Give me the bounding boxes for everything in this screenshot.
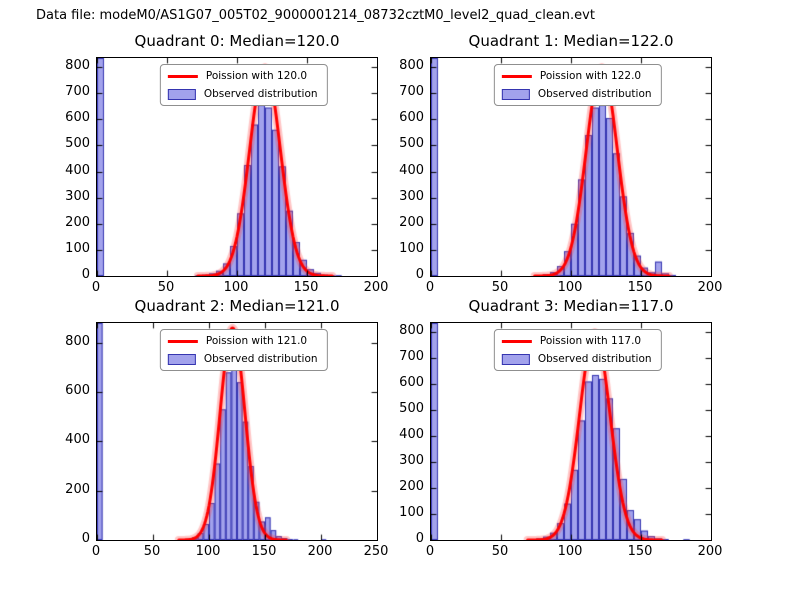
y-tick-label: 600 (65, 383, 90, 399)
subplot-title: Quadrant 0: Median=120.0 (134, 32, 340, 50)
y-tick-label: 300 (399, 453, 424, 469)
poisson-line-swatch (167, 339, 198, 343)
y-tick-label: 700 (399, 349, 424, 365)
x-tick-label: 100 (557, 280, 583, 295)
poisson-line-swatch (501, 339, 532, 343)
y-tick-label: 700 (65, 84, 90, 100)
legend-entry-observed: Observed distribution (501, 88, 652, 100)
legend-label-poisson: Poission with 122.0 (539, 70, 642, 82)
x-tick-label: 0 (91, 280, 101, 295)
y-tick-label: 0 (415, 531, 424, 546)
subplot-quadrant-2: Quadrant 2: Median=121.0 Poission with 1… (65, 297, 388, 559)
figure-title: Data file: modeM0/AS1G07_005T02_90000012… (36, 8, 595, 23)
x-tick-label: 200 (697, 280, 723, 295)
legend: Poission with 122.0 Observed distributio… (493, 64, 662, 106)
subplot-quadrant-1: Quadrant 1: Median=122.0 Poission with 1… (399, 32, 722, 295)
subplot-quadrant-3: Quadrant 3: Median=117.0 Poission with 1… (399, 297, 722, 559)
legend: Poission with 121.0 Observed distributio… (159, 329, 328, 371)
subplot-title: Quadrant 1: Median=122.0 (468, 32, 674, 50)
y-tick-label: 400 (399, 427, 424, 443)
subplot-title: Quadrant 2: Median=121.0 (134, 297, 340, 315)
y-tick-label: 200 (399, 214, 424, 230)
y-tick-label: 200 (399, 479, 424, 495)
observed-patch-swatch (501, 88, 530, 100)
x-tick-label: 150 (251, 544, 277, 559)
legend: Poission with 117.0 Observed distributio… (493, 329, 662, 371)
y-tick-label: 800 (65, 58, 90, 74)
y-tick-label: 100 (399, 505, 424, 520)
y-tick-label: 600 (399, 375, 424, 391)
subplot-title: Quadrant 3: Median=117.0 (468, 297, 674, 315)
y-tick-label: 100 (65, 240, 90, 256)
x-tick-label: 100 (557, 544, 583, 559)
subplot-quadrant-0: Quadrant 0: Median=120.0 Poission with 1… (65, 32, 388, 295)
legend: Poission with 120.0 Observed distributio… (159, 64, 328, 106)
y-tick-label: 0 (81, 531, 90, 546)
x-tick-label: 150 (627, 544, 653, 559)
y-tick-label: 100 (399, 240, 424, 256)
legend-entry-observed: Observed distribution (501, 353, 652, 365)
y-tick-label: 300 (399, 188, 424, 204)
legend-label-observed: Observed distribution (203, 88, 318, 100)
legend-entry-observed: Observed distribution (167, 88, 318, 100)
y-tick-label: 0 (81, 267, 90, 282)
y-tick-label: 500 (65, 136, 90, 152)
y-tick-label: 800 (399, 323, 424, 339)
y-tick-label: 600 (65, 110, 90, 126)
x-tick-label: 0 (425, 544, 435, 559)
x-tick-label: 0 (425, 280, 435, 295)
y-tick-label: 800 (399, 58, 424, 74)
y-tick-label: 200 (65, 214, 90, 230)
x-tick-label: 100 (195, 544, 221, 559)
x-tick-label: 250 (363, 544, 389, 559)
x-tick-label: 100 (223, 280, 249, 295)
y-tick-label: 400 (65, 432, 90, 448)
y-tick-label: 700 (399, 84, 424, 100)
y-tick-label: 600 (399, 110, 424, 126)
observed-patch-swatch (167, 88, 196, 100)
legend-entry-poisson: Poission with 120.0 (167, 70, 318, 82)
legend-entry-poisson: Poission with 121.0 (167, 335, 318, 347)
legend-label-observed: Observed distribution (537, 353, 652, 365)
y-tick-label: 400 (65, 162, 90, 178)
legend-label-poisson: Poission with 120.0 (205, 70, 308, 82)
poisson-line-swatch (167, 74, 198, 78)
x-tick-label: 200 (307, 544, 333, 559)
observed-patch-swatch (167, 353, 196, 365)
x-tick-label: 50 (491, 544, 509, 559)
x-tick-label: 0 (91, 544, 101, 559)
y-tick-label: 300 (65, 188, 90, 204)
y-tick-label: 800 (65, 333, 90, 349)
observed-patch-swatch (501, 353, 530, 365)
legend-entry-poisson: Poission with 117.0 (501, 335, 652, 347)
legend-label-observed: Observed distribution (203, 353, 318, 365)
x-tick-label: 50 (143, 544, 161, 559)
x-tick-label: 150 (293, 280, 319, 295)
x-tick-label: 200 (363, 280, 389, 295)
x-tick-label: 50 (491, 280, 509, 295)
legend-label-poisson: Poission with 121.0 (205, 335, 308, 347)
y-tick-label: 400 (399, 162, 424, 178)
x-tick-label: 200 (697, 544, 723, 559)
y-tick-label: 0 (415, 267, 424, 282)
legend-label-observed: Observed distribution (537, 88, 652, 100)
legend-entry-observed: Observed distribution (167, 353, 318, 365)
x-tick-label: 150 (627, 280, 653, 295)
y-tick-label: 500 (399, 136, 424, 152)
y-tick-label: 500 (399, 401, 424, 417)
y-tick-label: 200 (65, 481, 90, 497)
x-tick-label: 50 (157, 280, 175, 295)
legend-label-poisson: Poission with 117.0 (539, 335, 642, 347)
legend-entry-poisson: Poission with 122.0 (501, 70, 652, 82)
poisson-line-swatch (501, 74, 532, 78)
